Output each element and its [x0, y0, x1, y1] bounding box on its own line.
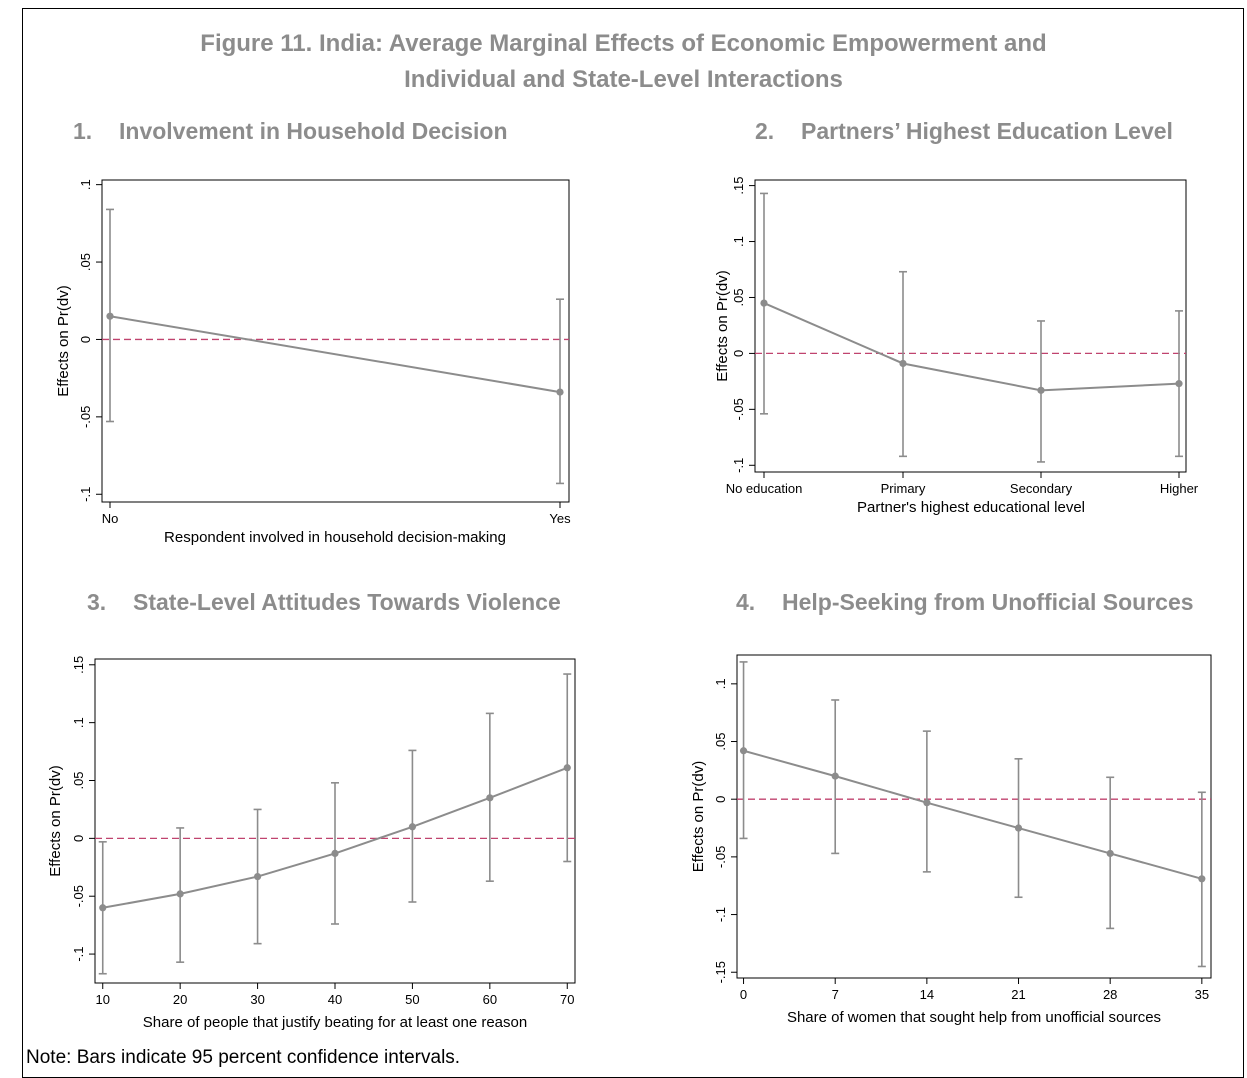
y-tick-label: .15 — [71, 656, 86, 674]
y-axis-label: Effects on Pr(dv) — [714, 270, 731, 381]
x-tick-label: 50 — [405, 992, 419, 1007]
y-tick-label: -.1 — [71, 946, 86, 961]
estimate-point — [923, 799, 931, 807]
estimate-point — [831, 772, 839, 780]
y-tick-label: .1 — [71, 717, 86, 728]
estimate-point — [408, 823, 417, 831]
x-tick-label: 20 — [173, 992, 187, 1007]
y-tick-label: -.1 — [78, 487, 93, 502]
y-tick-label: 0 — [731, 350, 746, 357]
x-axis-label: Share of women that sought help from uno… — [787, 1009, 1161, 1026]
y-tick-label: -.1 — [731, 458, 746, 473]
x-tick-label: Yes — [549, 511, 571, 526]
estimate-point — [739, 747, 748, 755]
plot-area — [736, 654, 1212, 979]
chart-1: -.1 -.05 0 .05 .1 No Yes Respondent involved in… — [55, 179, 571, 546]
y-tick-label: .15 — [731, 177, 746, 195]
y-tick-label: .05 — [71, 771, 86, 789]
estimate-point — [176, 890, 184, 898]
estimate-point — [253, 872, 262, 881]
panel-1-title-text: Involvement in Household Decision — [119, 118, 508, 144]
panel-1-title: 1. Involvement in Household Decision — [73, 118, 508, 145]
figure-title-line2: Individual and State-Level Interactions — [404, 66, 843, 93]
chart-2: -.1 -.05 0 .05 .1 .15 No education Primary Secon… — [714, 177, 1199, 516]
estimate-point — [331, 849, 339, 858]
estimate-line — [743, 749, 1203, 880]
estimate-point — [899, 359, 907, 368]
estimate-point — [760, 299, 768, 307]
estimate-point — [486, 794, 494, 802]
estimate-point — [1198, 875, 1206, 883]
y-tick-label: .1 — [713, 678, 728, 689]
y-tick-label: 0 — [713, 796, 728, 803]
estimate-point — [563, 764, 571, 772]
y-tick-label: .05 — [731, 288, 746, 306]
figure-note: Note: Bars indicate 95 percent confidenc… — [26, 1047, 461, 1068]
panel-2-title: 2. Partners’ Highest Education Level — [755, 118, 1173, 145]
y-tick-label: -.1 — [713, 907, 728, 922]
panel-3-number: 3. — [87, 589, 107, 615]
y-axis-label: Effects on Pr(dv) — [690, 761, 707, 872]
x-tick-label: 60 — [483, 992, 497, 1007]
plot-area — [101, 179, 570, 503]
x-tick-label: 10 — [96, 992, 110, 1007]
x-tick-label: 7 — [832, 987, 839, 1002]
chart-4: -.15 -.1 -.05 0 .05 .1 0 7 14 21 28 35 Share of wome… — [690, 654, 1212, 1026]
x-tick-label: 28 — [1103, 987, 1117, 1002]
x-tick-label: 70 — [560, 992, 574, 1007]
y-tick-label: .05 — [78, 253, 93, 271]
x-tick-label: Primary — [881, 481, 926, 496]
panel-3-title: 3. State-Level Attitudes Towards Violence — [87, 589, 561, 616]
figure-title-line1: Figure 11. India: Average Marginal Effec… — [200, 30, 1047, 57]
y-tick-label: 0 — [78, 336, 93, 343]
x-tick-label: Higher — [1160, 481, 1199, 496]
x-tick-label: 21 — [1011, 987, 1025, 1002]
y-tick-label: -.05 — [78, 406, 93, 428]
y-tick-label: .1 — [78, 179, 93, 190]
x-tick-label: No education — [726, 481, 803, 496]
panel-1-number: 1. — [73, 118, 93, 144]
chart-3: -.1 -.05 0 .05 .1 .15 10 20 30 40 50 60 70 Share of p… — [47, 656, 576, 1031]
panel-4-title: 4. Help-Seeking from Unofficial Sources — [736, 589, 1194, 616]
x-tick-label: No — [102, 511, 119, 526]
y-tick-label: .05 — [713, 732, 728, 750]
panel-2-number: 2. — [755, 118, 775, 144]
estimate-point — [1037, 386, 1045, 394]
x-tick-label: Secondary — [1010, 481, 1073, 496]
x-tick-label: 0 — [740, 987, 747, 1002]
y-tick-label: -.05 — [71, 885, 86, 907]
estimate-point — [106, 312, 114, 320]
y-tick-label: -.15 — [713, 961, 728, 983]
x-axis-label: Respondent involved in household decisio… — [164, 529, 506, 546]
y-tick-label: 0 — [71, 835, 86, 842]
panel-3-title-text: State-Level Attitudes Towards Violence — [133, 589, 561, 615]
x-axis-label: Partner's highest educational level — [857, 499, 1085, 516]
y-axis-label: Effects on Pr(dv) — [47, 765, 64, 876]
panel-2-title-text: Partners’ Highest Education Level — [801, 118, 1173, 144]
y-tick-label: .1 — [731, 236, 746, 247]
estimate-point — [99, 904, 107, 912]
panel-4-number: 4. — [736, 589, 756, 615]
y-tick-label: -.05 — [713, 846, 728, 868]
plot-area — [754, 179, 1187, 473]
panel-4-title-text: Help-Seeking from Unofficial Sources — [782, 589, 1194, 615]
estimate-point — [1175, 380, 1183, 388]
estimate-line — [763, 302, 1180, 392]
x-tick-label: 40 — [328, 992, 342, 1007]
x-axis-label: Share of people that justify beating for… — [143, 1014, 527, 1031]
estimate-point — [1014, 824, 1023, 832]
estimate-line — [109, 315, 561, 394]
x-tick-label: 35 — [1195, 987, 1209, 1002]
estimate-point — [556, 388, 564, 396]
y-axis-label: Effects on Pr(dv) — [55, 285, 72, 396]
estimate-point — [1106, 849, 1114, 858]
x-tick-label: 14 — [920, 987, 934, 1002]
x-tick-label: 30 — [250, 992, 264, 1007]
y-tick-label: -.05 — [731, 398, 746, 420]
